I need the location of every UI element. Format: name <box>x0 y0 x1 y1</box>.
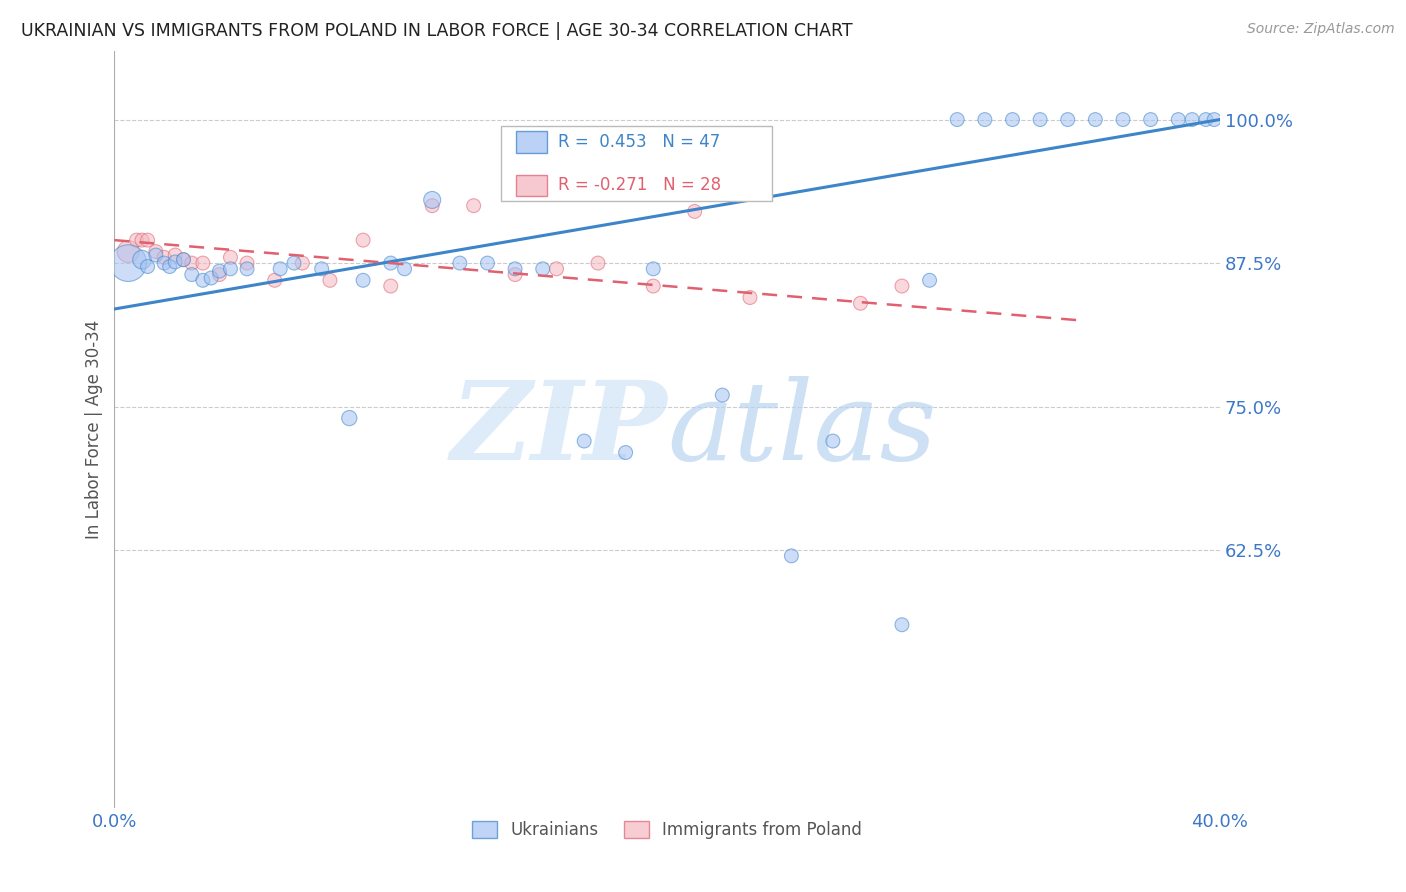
Point <box>380 256 402 270</box>
Point <box>131 252 153 267</box>
Point <box>420 193 443 207</box>
Text: ZIP: ZIP <box>450 376 666 483</box>
Point <box>219 251 242 265</box>
Text: Source: ZipAtlas.com: Source: ZipAtlas.com <box>1247 22 1395 37</box>
Point <box>145 248 167 262</box>
Point <box>319 273 342 287</box>
Point <box>1195 112 1218 127</box>
Point <box>683 204 706 219</box>
Point <box>821 434 844 448</box>
Point <box>131 233 153 247</box>
FancyBboxPatch shape <box>502 127 772 201</box>
Point <box>263 273 285 287</box>
Point <box>136 233 159 247</box>
Point <box>1029 112 1052 127</box>
Legend: Ukrainians, Immigrants from Poland: Ukrainians, Immigrants from Poland <box>465 814 869 846</box>
Point <box>1112 112 1135 127</box>
Point <box>311 261 333 276</box>
Point <box>643 261 665 276</box>
Point <box>117 244 139 259</box>
Point <box>352 233 374 247</box>
Point <box>125 233 148 247</box>
Point <box>503 261 526 276</box>
Point <box>503 268 526 282</box>
Point <box>165 248 187 262</box>
Point <box>236 256 259 270</box>
Point <box>219 261 242 276</box>
Text: atlas: atlas <box>666 376 936 483</box>
Point <box>1056 112 1078 127</box>
Point <box>890 279 912 293</box>
Point <box>136 260 159 274</box>
Point <box>420 199 443 213</box>
Point <box>191 256 214 270</box>
Point <box>449 256 471 270</box>
Point <box>352 273 374 287</box>
FancyBboxPatch shape <box>516 131 547 153</box>
Point <box>200 271 222 285</box>
Point <box>208 268 231 282</box>
Point <box>586 256 609 270</box>
Point <box>153 251 176 265</box>
Point <box>946 112 969 127</box>
Point <box>546 261 568 276</box>
Point <box>711 388 734 402</box>
Point <box>738 291 761 305</box>
Point <box>849 296 872 310</box>
Point <box>291 256 314 270</box>
FancyBboxPatch shape <box>516 175 547 196</box>
Point <box>165 255 187 269</box>
Point <box>463 199 485 213</box>
Point <box>269 261 291 276</box>
Point <box>337 411 360 425</box>
Point <box>1001 112 1024 127</box>
Point <box>973 112 995 127</box>
Point <box>153 256 176 270</box>
Text: R = -0.271   N = 28: R = -0.271 N = 28 <box>558 177 721 194</box>
Point <box>780 549 803 563</box>
Point <box>1084 112 1107 127</box>
Text: UKRAINIAN VS IMMIGRANTS FROM POLAND IN LABOR FORCE | AGE 30-34 CORRELATION CHART: UKRAINIAN VS IMMIGRANTS FROM POLAND IN L… <box>21 22 852 40</box>
Point <box>643 279 665 293</box>
Point <box>1139 112 1161 127</box>
Point <box>283 256 305 270</box>
Point <box>1181 112 1204 127</box>
Point <box>173 252 195 267</box>
Point <box>477 256 499 270</box>
Point <box>180 268 202 282</box>
Point <box>572 434 595 448</box>
Text: R =  0.453   N = 47: R = 0.453 N = 47 <box>558 133 720 151</box>
Point <box>890 617 912 632</box>
Point <box>180 256 202 270</box>
Point <box>1204 112 1226 127</box>
Point <box>394 261 416 276</box>
Point <box>614 445 637 459</box>
Point <box>531 261 554 276</box>
Point <box>159 260 181 274</box>
Point <box>918 273 941 287</box>
Point <box>380 279 402 293</box>
Point <box>208 264 231 278</box>
Point <box>173 252 195 267</box>
Point <box>1167 112 1189 127</box>
Y-axis label: In Labor Force | Age 30-34: In Labor Force | Age 30-34 <box>86 320 103 539</box>
Point <box>145 244 167 259</box>
Point <box>236 261 259 276</box>
Point <box>191 273 214 287</box>
Point <box>117 256 139 270</box>
